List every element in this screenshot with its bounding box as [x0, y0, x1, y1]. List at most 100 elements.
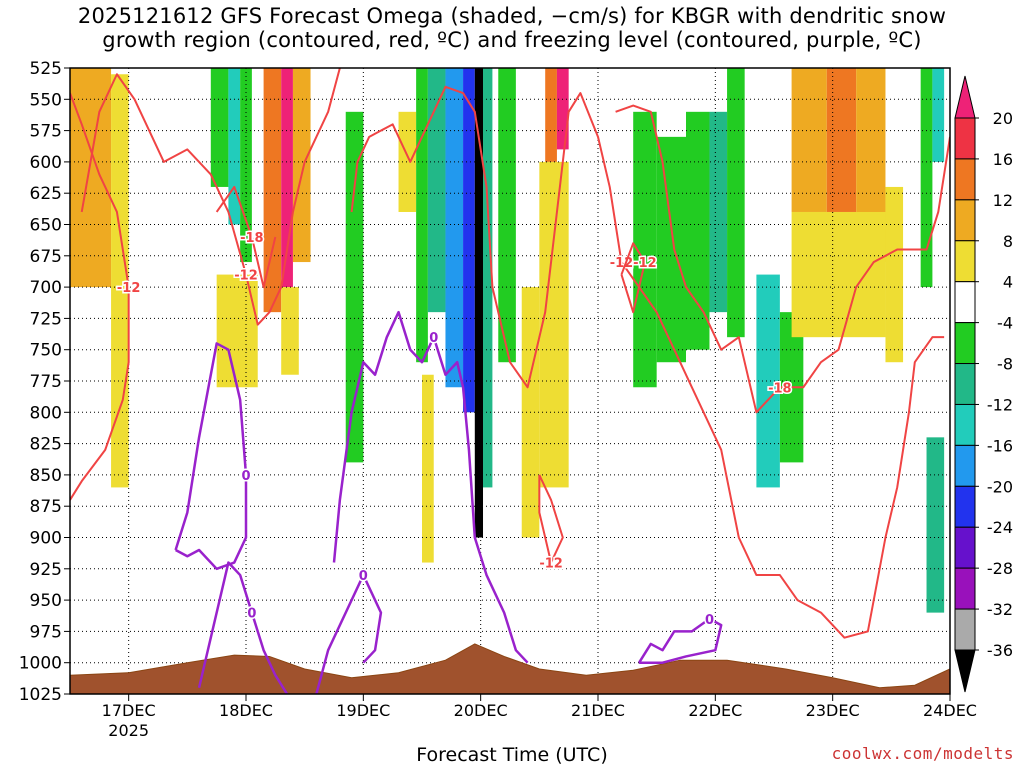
y-tick-label: 525	[30, 59, 62, 79]
dgz-contour	[80, 68, 341, 326]
colorbar-segment	[954, 117, 976, 160]
y-tick-label: 550	[30, 90, 62, 110]
dgz-contour-label: -18	[768, 381, 792, 396]
colorbar-label: -24	[987, 518, 1013, 537]
x-tick-label: 24DEC	[923, 701, 977, 720]
x-year-label: 2025	[108, 721, 149, 740]
dgz-contour	[215, 185, 277, 289]
freezing-contour-label: 0	[429, 331, 438, 346]
colorbar-label: -4	[997, 314, 1013, 333]
omega-cell	[498, 68, 516, 363]
colorbar-segment	[954, 567, 976, 610]
omega-cell	[791, 211, 886, 338]
colorbar-label: -8	[997, 355, 1013, 374]
colorbar-label: -20	[987, 477, 1013, 496]
y-tick-label: 925	[30, 560, 62, 580]
omega-cell	[216, 274, 258, 388]
omega-cell	[281, 287, 299, 375]
credit-link[interactable]: coolwx.com/modelts	[831, 744, 1014, 763]
dgz-contour	[70, 92, 130, 501]
dgz-contour-label: -12	[633, 256, 657, 271]
omega-cell	[656, 136, 686, 363]
colorbar-segment	[954, 281, 976, 324]
y-tick-label: 825	[30, 435, 62, 455]
x-tick-label: 21DEC	[571, 701, 625, 720]
y-tick-label: 600	[30, 153, 62, 173]
omega-cell	[70, 68, 112, 288]
y-tick-label: 1000	[19, 654, 62, 674]
freezing-contour-label: 0	[359, 569, 368, 584]
omega-cell	[791, 68, 827, 212]
x-tick-label: 18DEC	[219, 701, 273, 720]
y-tick-label: 700	[30, 278, 62, 298]
colorbar-segment	[954, 363, 976, 405]
colorbar-label: -12	[987, 395, 1013, 414]
y-tick-label: 875	[30, 497, 62, 517]
omega-cell	[483, 68, 493, 488]
omega-cell	[263, 68, 282, 313]
x-tick-label: 19DEC	[336, 701, 390, 720]
y-tick-label: 750	[30, 341, 62, 361]
y-tick-label: 950	[30, 591, 62, 611]
freezing-contour	[315, 573, 383, 694]
title-line-1: 2025121612 GFS Forecast Omega (shaded, −…	[77, 4, 947, 28]
title-line-2: growth region (contoured, red, ºC) and f…	[102, 28, 922, 52]
colorbar-label: 8	[1003, 232, 1013, 251]
omega-cell	[228, 68, 241, 225]
dgz-contour	[615, 104, 950, 414]
freezing-contour-label: 0	[241, 469, 250, 484]
colorbar-label: 20	[993, 109, 1013, 128]
colorbar-segment	[954, 403, 976, 446]
omega-cell	[240, 68, 252, 263]
dgz-contour	[620, 242, 646, 314]
omega-cell	[463, 68, 475, 413]
dgz-contour-label: -18	[240, 231, 264, 246]
freezing-contour	[197, 561, 289, 694]
omega-cell	[686, 111, 710, 350]
omega-cell	[826, 68, 857, 212]
y-tick-label: 850	[30, 466, 62, 486]
y-tick-label: 775	[30, 372, 62, 392]
y-tick-label: 900	[30, 529, 62, 549]
omega-cell	[885, 186, 904, 363]
dgz-contour-label: -12	[117, 281, 141, 296]
freezing-contour	[174, 342, 248, 571]
omega-cell	[474, 68, 484, 538]
colorbar-bottom-arrow	[954, 649, 976, 693]
colorbar-segment	[954, 444, 976, 487]
colorbar-segment	[954, 240, 976, 283]
colorbar-segment	[954, 322, 976, 365]
chart-title: 2025121612 GFS Forecast Omega (shaded, −…	[0, 4, 1024, 52]
y-tick-label: 625	[30, 184, 62, 204]
omega-cell	[445, 68, 464, 388]
omega-cell	[727, 68, 745, 338]
freezing-contour	[638, 617, 723, 664]
omega-cell	[210, 68, 229, 187]
freezing-contour-label: 0	[247, 607, 256, 622]
y-tick-label: 575	[30, 122, 62, 142]
y-tick-label: 800	[30, 403, 62, 423]
x-tick-label: 20DEC	[454, 701, 508, 720]
colorbar-segment	[954, 526, 976, 569]
x-tick-label: 23DEC	[806, 701, 860, 720]
colorbar-segment	[954, 199, 976, 242]
colorbar-segment	[954, 608, 976, 651]
terrain-fill	[70, 643, 950, 694]
y-tick-label: 1025	[19, 685, 62, 705]
dgz-contour-label: -12	[234, 269, 258, 284]
omega-cell	[539, 161, 569, 488]
y-tick-label: 675	[30, 247, 62, 267]
colorbar-label: 4	[1003, 273, 1013, 292]
omega-cell	[926, 437, 945, 613]
colorbar-label: 16	[993, 150, 1013, 169]
dgz-contour-label: -12	[610, 256, 634, 271]
omega-cell	[709, 111, 728, 313]
y-tick-label: 725	[30, 309, 62, 329]
dgz-contour	[350, 85, 945, 639]
x-tick-label: 22DEC	[688, 701, 742, 720]
omega-cell	[556, 68, 569, 150]
colorbar-top-arrow	[954, 75, 976, 119]
colorbar-label: -32	[987, 600, 1013, 619]
omega-cell	[292, 68, 311, 263]
